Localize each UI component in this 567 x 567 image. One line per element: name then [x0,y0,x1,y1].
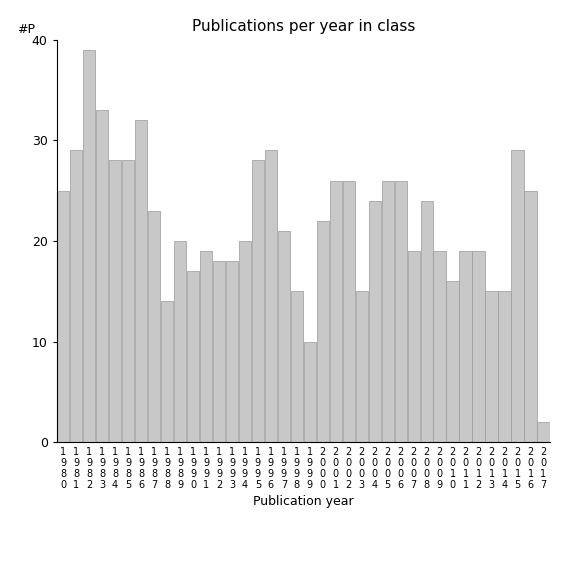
Bar [57,191,69,442]
Bar [213,261,225,442]
Bar [472,251,485,442]
Bar [421,201,433,442]
Bar [304,341,316,442]
Bar [316,221,329,442]
Bar [356,291,368,442]
Bar [524,191,537,442]
Bar [278,231,290,442]
Bar [70,150,82,442]
Bar [538,422,549,442]
Bar [434,251,446,442]
Bar [265,150,277,442]
Bar [291,291,303,442]
Bar [369,201,381,442]
Bar [96,110,108,442]
Bar [485,291,498,442]
Bar [135,120,147,442]
Title: Publications per year in class: Publications per year in class [192,19,415,35]
Bar [342,180,355,442]
Bar [395,180,407,442]
Bar [226,261,238,442]
Bar [498,291,511,442]
Bar [122,160,134,442]
Bar [446,281,459,442]
Bar [148,211,160,442]
Bar [382,180,394,442]
Bar [174,241,186,442]
X-axis label: Publication year: Publication year [253,495,354,508]
Bar [239,241,251,442]
Bar [161,302,173,442]
Bar [408,251,420,442]
Bar [459,251,472,442]
Bar [200,251,212,442]
Bar [252,160,264,442]
Text: #P: #P [17,23,35,36]
Bar [109,160,121,442]
Bar [511,150,524,442]
Bar [83,50,95,442]
Bar [187,271,199,442]
Bar [329,180,342,442]
